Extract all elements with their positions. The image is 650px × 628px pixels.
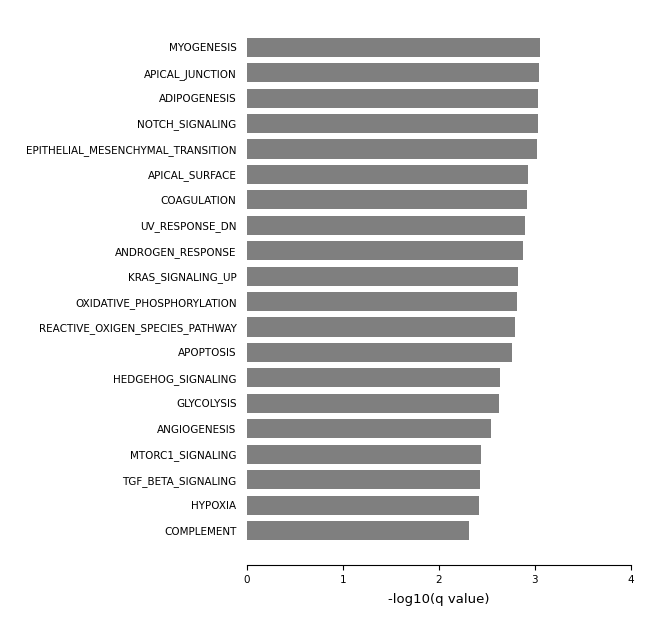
Bar (247, 394, 499, 413)
Bar (247, 420, 491, 438)
Bar (247, 495, 479, 514)
Bar (247, 521, 469, 540)
Bar (247, 369, 500, 387)
Bar (247, 139, 536, 158)
Bar (247, 470, 480, 489)
Bar (247, 114, 538, 133)
Bar (247, 216, 525, 235)
Bar (247, 343, 512, 362)
Bar (247, 63, 540, 82)
Bar (247, 318, 515, 337)
Bar (247, 165, 528, 184)
Bar (247, 38, 540, 57)
Bar (247, 89, 538, 107)
Bar (247, 292, 517, 311)
Bar (247, 445, 481, 463)
Bar (247, 267, 518, 286)
X-axis label: -log10(q value): -log10(q value) (388, 593, 489, 606)
Bar (247, 190, 527, 209)
Bar (247, 241, 523, 260)
